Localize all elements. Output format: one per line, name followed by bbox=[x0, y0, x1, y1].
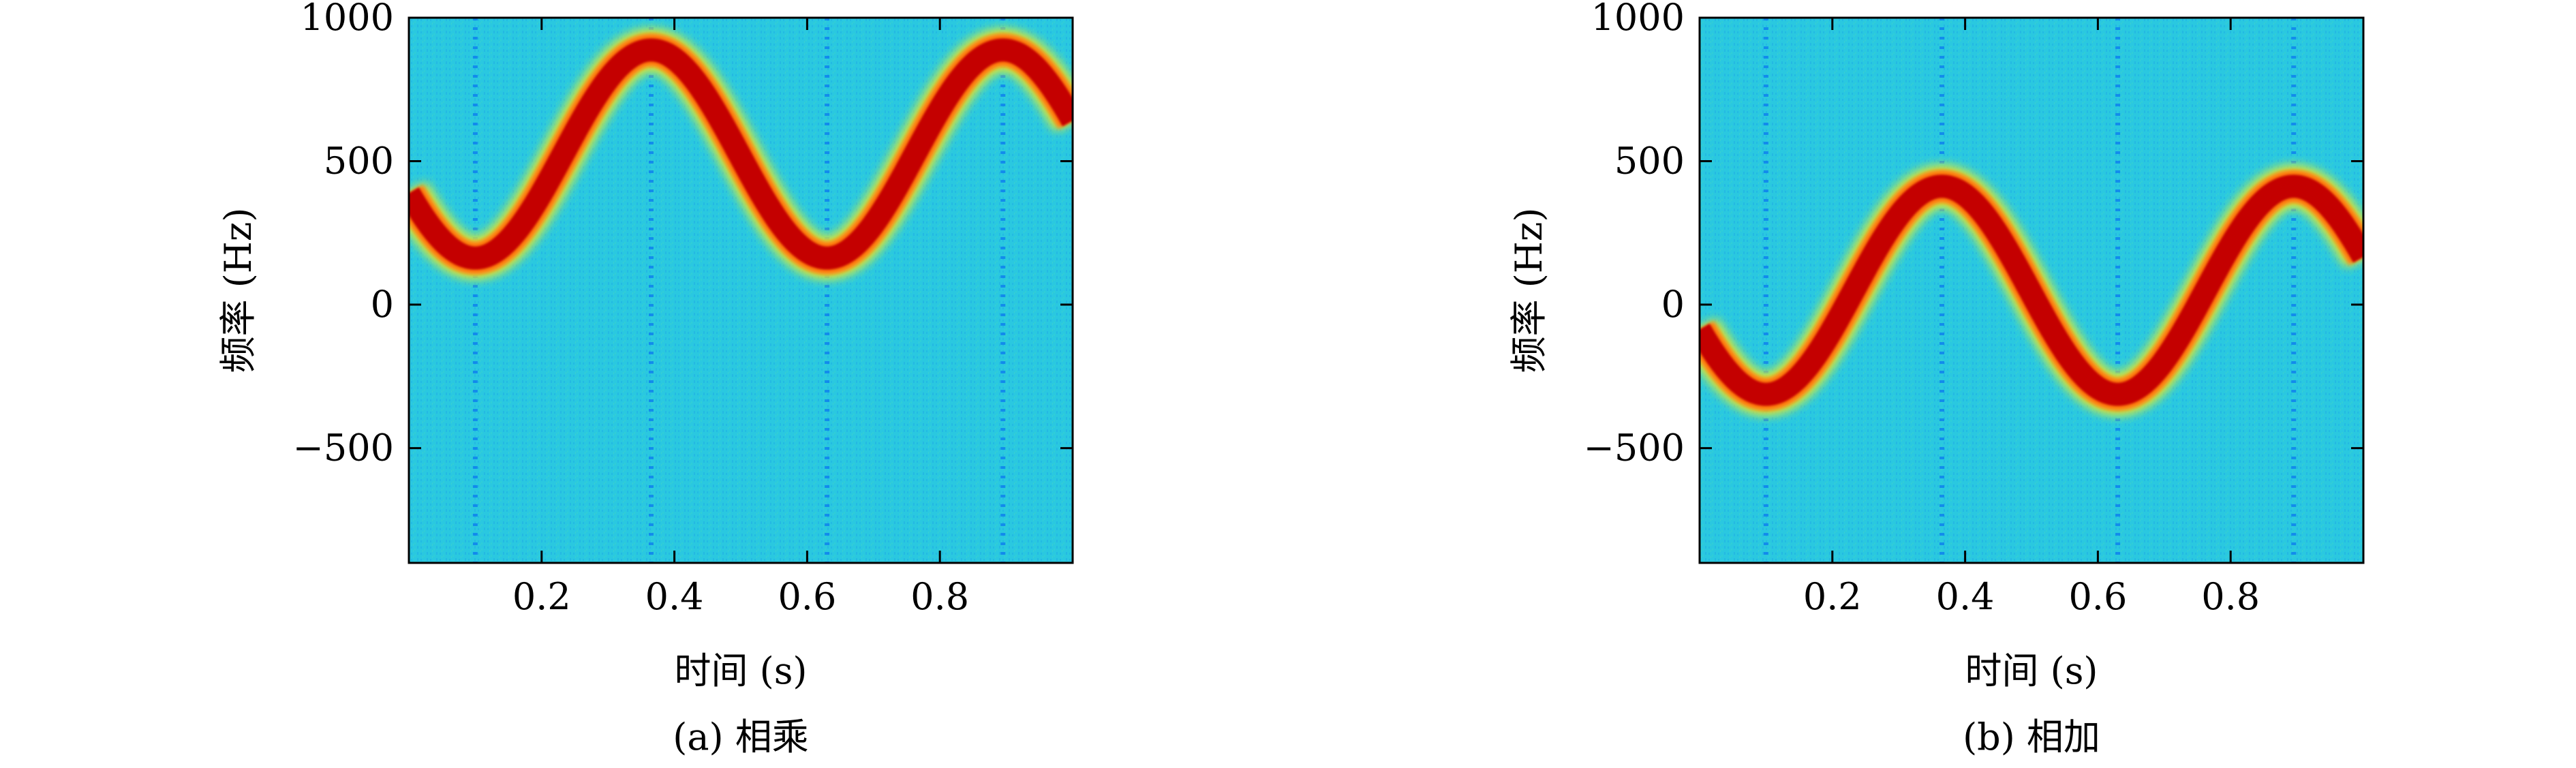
panel-b-ytick-label-0: −500 bbox=[1584, 427, 1685, 470]
panel-b-xtick-label-3: 0.8 bbox=[2201, 575, 2260, 618]
panel-b-xtick-label-0: 0.2 bbox=[1803, 575, 1862, 618]
panel-a-xtick-label-3: 0.8 bbox=[910, 575, 969, 618]
panel-a-y-axis-label: 频率 (Hz) bbox=[217, 208, 260, 373]
panel-b-ridge-sinusoidal-0-layer-3 bbox=[1700, 174, 2363, 406]
panel-b-y-axis: −500 0 500 1000 bbox=[1584, 0, 2363, 470]
panel-b-y-axis-label: 频率 (Hz) bbox=[1507, 208, 1550, 373]
panel-a-ridge-sinusoidal-0-layer-3 bbox=[409, 38, 1073, 270]
panel-b-ytick-label-2: 500 bbox=[1614, 140, 1685, 183]
panel-b-x-axis-label: 时间 (s) bbox=[1965, 649, 2098, 692]
panel-a-caption: (a) 相乘 bbox=[673, 716, 809, 758]
panel-b-frame bbox=[1698, 16, 2365, 564]
panel-a-x-axis-label: 时间 (s) bbox=[674, 649, 807, 692]
panel-b-ytick-label-3: 1000 bbox=[1591, 0, 1685, 39]
panel-b-add: 0.2 0.4 0.6 0.8 −500 0 500 1000 时间 (s) 频率 (Hz)… bbox=[1507, 0, 2365, 758]
panel-a-xtick-label-2: 0.6 bbox=[778, 575, 836, 618]
panel-a-noise-texture bbox=[409, 18, 1073, 563]
panel-a-ytick-label-2: 500 bbox=[324, 140, 394, 183]
panel-a-y-axis: −500 0 500 1000 bbox=[293, 0, 1073, 470]
panel-a-ytick-label-3: 1000 bbox=[301, 0, 394, 39]
panel-a-xtick-label-0: 0.2 bbox=[512, 575, 571, 618]
panel-b-ridges bbox=[1700, 144, 2363, 416]
panel-a-x-axis: 0.2 0.4 0.6 0.8 bbox=[512, 18, 969, 618]
panel-b-caption: (b) 相加 bbox=[1963, 716, 2100, 758]
panel-b-plot-area bbox=[1700, 18, 2363, 563]
panel-a-ytick-label-1: 0 bbox=[371, 283, 394, 326]
panel-a-frame bbox=[408, 16, 1074, 564]
panel-a-plot-area bbox=[409, 18, 1073, 563]
panel-a-multiply: 0.2 0.4 0.6 0.8 −500 0 500 1000 时间 (s) 频率 (Hz)… bbox=[217, 0, 1074, 758]
panel-b-ytick-label-1: 0 bbox=[1661, 283, 1685, 326]
panel-b-x-axis: 0.2 0.4 0.6 0.8 bbox=[1803, 18, 2260, 618]
panel-a-xtick-label-1: 0.4 bbox=[645, 575, 704, 618]
panel-a-ytick-label-0: −500 bbox=[293, 427, 394, 470]
panel-b-xtick-label-1: 0.4 bbox=[1936, 575, 1995, 618]
panel-b-xtick-label-2: 0.6 bbox=[2068, 575, 2127, 618]
panel-a-ridges bbox=[409, 29, 1073, 279]
